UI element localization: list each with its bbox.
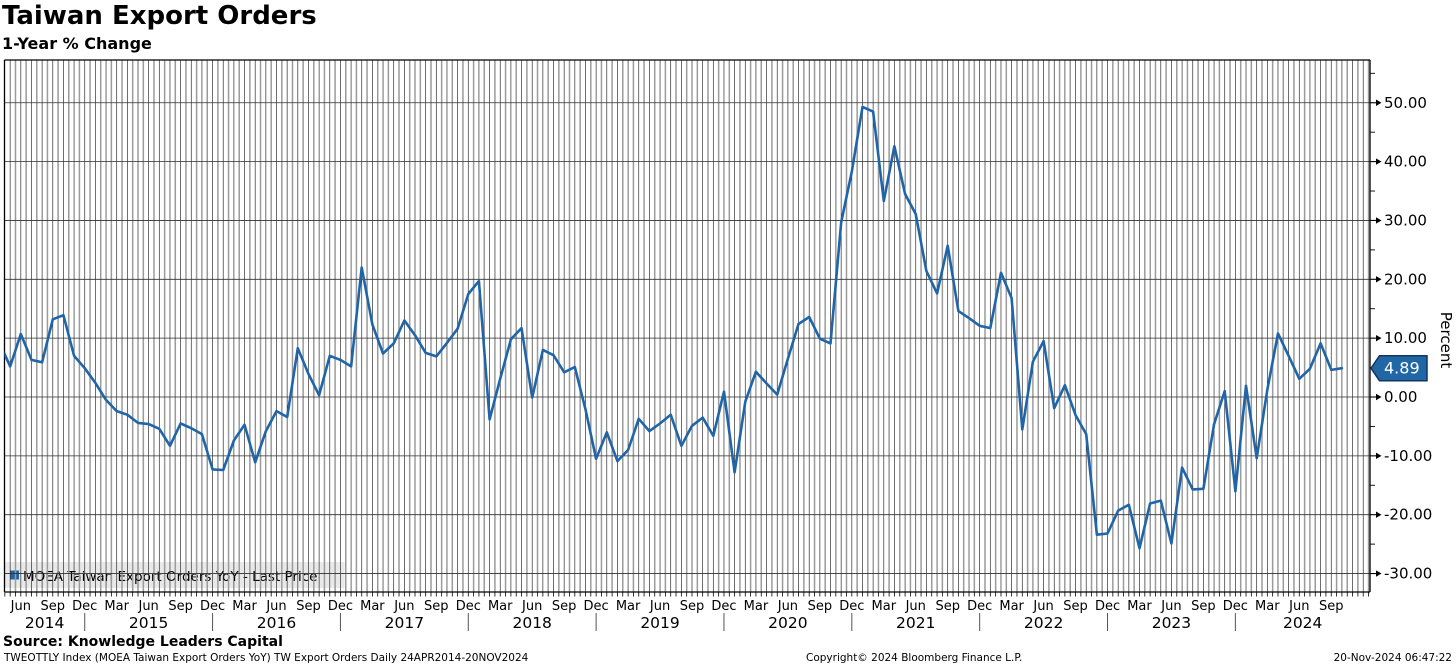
x-tick-label: Sep: [1063, 599, 1088, 614]
page-title: Taiwan Export Orders: [2, 1, 317, 31]
y-tick-arrow-icon: [1376, 452, 1382, 460]
x-tick-label: Dec: [456, 599, 481, 614]
y-tick-arrow-icon: [1376, 158, 1382, 165]
x-tick-label: Dec: [711, 599, 736, 614]
x-tick-label: Sep: [935, 599, 960, 614]
y-tick-label: 10.00: [1384, 329, 1427, 347]
x-tick-label: Mar: [872, 599, 897, 614]
x-tick-label: Jun: [137, 599, 158, 614]
x-year-label: 2017: [385, 614, 424, 632]
x-tick-label: Mar: [1255, 599, 1280, 614]
y-tick-label: -20.00: [1384, 506, 1432, 524]
legend-box: [4, 562, 345, 588]
x-tick-label: Sep: [552, 599, 577, 614]
y-tick-label: -30.00: [1384, 565, 1432, 583]
y-tick-label: 50.00: [1384, 94, 1427, 112]
x-tick-label: Jun: [905, 599, 926, 614]
last-price-badge: [1370, 354, 1428, 382]
x-tick-label: Dec: [839, 599, 864, 614]
x-tick-label: Jun: [10, 599, 31, 614]
x-year-label: 2022: [1024, 614, 1063, 632]
x-tick-label: Mar: [999, 599, 1024, 614]
y-tick-arrow-icon: [1376, 570, 1382, 577]
x-tick-label: Jun: [393, 599, 414, 614]
x-year-label: 2024: [1283, 614, 1322, 632]
x-year-label: 2015: [129, 614, 168, 632]
x-year-label: 2023: [1152, 614, 1191, 632]
x-tick-label: Sep: [296, 599, 321, 614]
x-tick-label: Mar: [1127, 599, 1152, 614]
x-year-label: 2014: [25, 614, 64, 632]
x-tick-label: Dec: [584, 599, 609, 614]
y-tick-label: -10.00: [1384, 447, 1432, 465]
x-tick-label: Jun: [777, 599, 798, 614]
x-tick-label: Mar: [744, 599, 769, 614]
y-tick-arrow-icon: [1376, 393, 1382, 401]
y-tick-arrow-icon: [1376, 511, 1382, 518]
x-tick-label: Jun: [521, 599, 542, 614]
y-tick-label: 0.00: [1384, 388, 1417, 406]
x-tick-label: Mar: [360, 599, 385, 614]
x-tick-label: Dec: [200, 599, 225, 614]
x-tick-label: Sep: [1319, 599, 1344, 614]
y-tick-label: 40.00: [1384, 153, 1427, 171]
x-tick-label: Jun: [265, 599, 286, 614]
legend-marker-icon: [10, 570, 19, 580]
x-tick-label: Sep: [680, 599, 705, 614]
x-tick-label: Jun: [1032, 599, 1053, 614]
x-year-label: 2021: [896, 614, 935, 632]
x-tick-label: Mar: [104, 599, 129, 614]
y-tick-label: 30.00: [1384, 211, 1427, 229]
footer-timestamp: 20-Nov-2024 06:47:22: [1333, 652, 1452, 664]
x-tick-label: Jun: [1288, 599, 1309, 614]
x-year-label: 2016: [257, 614, 296, 632]
x-tick-label: Mar: [488, 599, 513, 614]
x-tick-label: Sep: [424, 599, 449, 614]
x-tick-label: Jun: [1160, 599, 1181, 614]
footer-ticker-info: TWEOTTLY Index (MOEA Taiwan Export Order…: [4, 652, 529, 664]
source-line: Source: Knowledge Leaders Capital: [3, 634, 283, 650]
y-tick-arrow-icon: [1376, 217, 1382, 224]
x-tick-label: Dec: [1223, 599, 1248, 614]
x-year-label: 2019: [640, 614, 679, 632]
x-tick-label: Mar: [232, 599, 257, 614]
x-tick-label: Dec: [72, 599, 97, 614]
y-tick-label: 20.00: [1384, 270, 1427, 288]
x-year-label: 2020: [768, 614, 807, 632]
x-tick-label: Jun: [649, 599, 670, 614]
x-tick-label: Dec: [1095, 599, 1120, 614]
x-tick-label: Sep: [41, 599, 66, 614]
last-price-value: 4.89: [1384, 359, 1420, 378]
series-line-moea-taiwan-export-orders-yoy: [4, 105, 1344, 550]
y-axis-title: Percent: [1437, 312, 1455, 369]
x-tick-label: Mar: [616, 599, 641, 614]
x-tick-label: Dec: [967, 599, 992, 614]
page-subtitle: 1-Year % Change: [2, 34, 152, 53]
x-tick-label: Sep: [168, 599, 193, 614]
x-tick-label: Dec: [328, 599, 353, 614]
y-tick-arrow-icon: [1376, 334, 1382, 342]
x-tick-label: Sep: [808, 599, 833, 614]
x-year-label: 2018: [512, 614, 551, 632]
y-tick-arrow-icon: [1376, 276, 1382, 283]
x-tick-label: Sep: [1191, 599, 1216, 614]
footer-copyright: Copyright© 2024 Bloomberg Finance L.P.: [806, 652, 1023, 664]
y-tick-arrow-icon: [1376, 99, 1382, 106]
